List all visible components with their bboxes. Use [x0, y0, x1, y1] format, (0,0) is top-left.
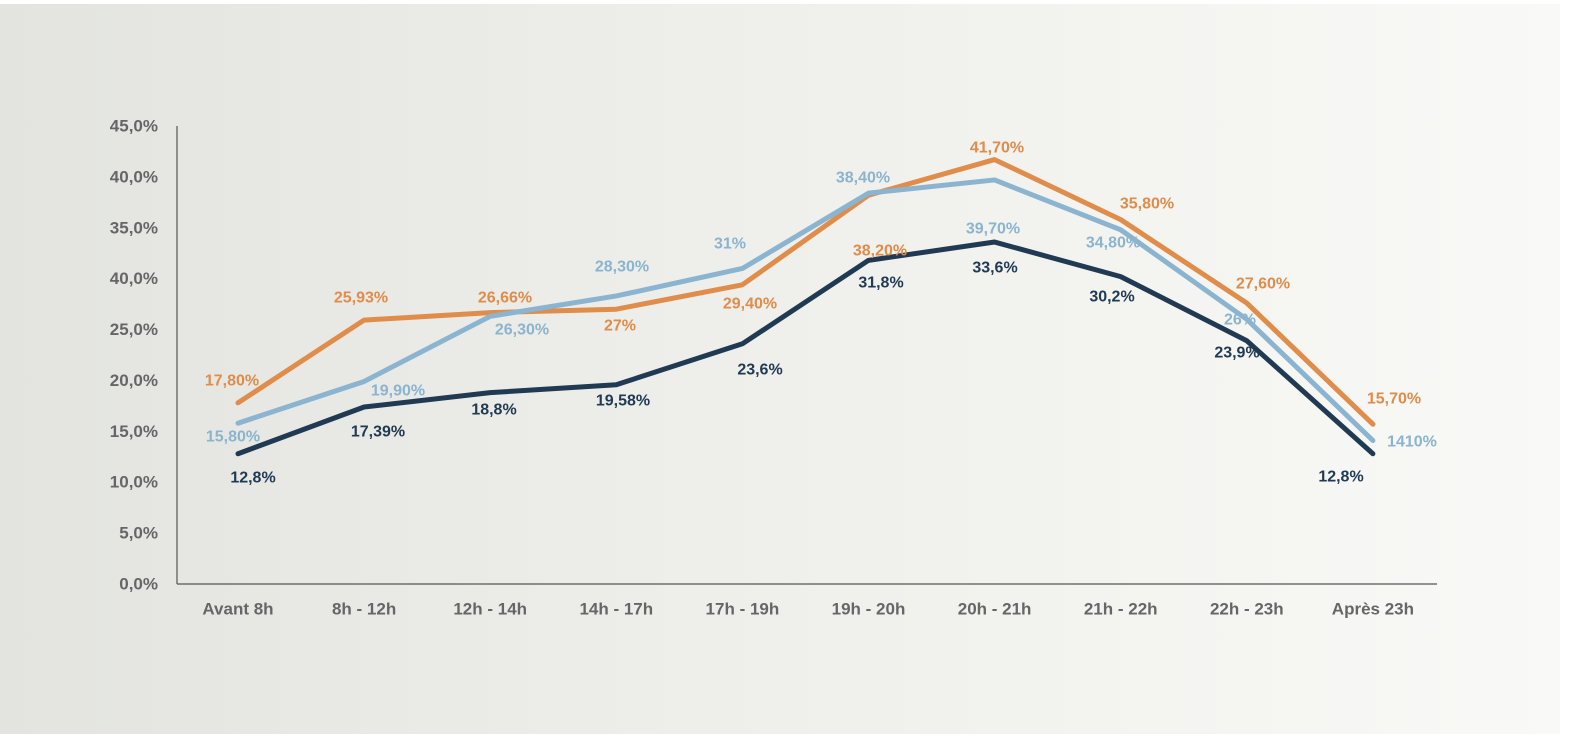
series-line-1: [235, 177, 1376, 443]
y-tick-label: 20,0%: [110, 371, 158, 390]
data-label: 15,80%: [206, 429, 260, 446]
data-label: 26,30%: [495, 322, 549, 339]
y-tick-label: 35,0%: [110, 218, 158, 237]
x-tick-label: 19h - 20h: [832, 600, 906, 619]
x-tick-label: 20h - 21h: [958, 600, 1032, 619]
y-tick-label: 5,0%: [119, 524, 158, 543]
data-label: 17,80%: [205, 373, 259, 390]
data-label: 15,70%: [1367, 391, 1421, 408]
series-line-0: [235, 157, 1376, 427]
data-label: 23,9%: [1214, 345, 1259, 362]
data-label: 30,2%: [1089, 289, 1134, 306]
data-label: 31,8%: [858, 275, 903, 292]
y-tick-label: 0,0%: [119, 575, 158, 594]
y-tick-label: 40,0%: [110, 167, 158, 186]
data-label: 31%: [714, 236, 746, 253]
data-label: 33,6%: [972, 260, 1017, 277]
data-labels: 17,80% 25,93% 26,66% 27% 29,40% 38,20% 41,70% 3…: [205, 140, 1437, 487]
data-label: 38,20%: [853, 243, 907, 260]
data-label: 29,40%: [723, 296, 777, 313]
y-tick-label: 40,0%: [110, 269, 158, 288]
data-label: 35,80%: [1120, 196, 1174, 213]
x-tick-label: 14h - 17h: [579, 600, 653, 619]
data-label: 19,90%: [371, 383, 425, 400]
data-label: 12,8%: [230, 470, 275, 487]
data-label: 18,8%: [471, 402, 516, 419]
data-label: 26,66%: [478, 290, 532, 307]
data-label: 27%: [604, 318, 636, 335]
x-tick-label: 17h - 19h: [706, 600, 780, 619]
data-label: 23,6%: [737, 362, 782, 379]
series-lines: [235, 157, 1376, 457]
axes: 0,0% 5,0% 10,0% 15,0% 20,0% 25,0% 40,0% 35,0% 40…: [110, 117, 1437, 619]
x-tick-label: 12h - 14h: [453, 600, 527, 619]
x-tick-label: 8h - 12h: [332, 600, 396, 619]
x-tick-label: 22h - 23h: [1210, 600, 1284, 619]
data-label: 27,60%: [1236, 276, 1290, 293]
y-tick-label: 45,0%: [110, 117, 158, 136]
data-label: 25,93%: [334, 290, 388, 307]
data-label: 26%: [1224, 312, 1256, 329]
y-tick-label: 25,0%: [110, 320, 158, 339]
data-label: 17,39%: [351, 424, 405, 441]
data-label: 34,80%: [1086, 235, 1140, 252]
data-label: 12,8%: [1318, 469, 1363, 486]
x-tick-label: Après 23h: [1332, 600, 1414, 619]
data-label: 28,30%: [595, 259, 649, 276]
data-label: 19,58%: [596, 393, 650, 410]
data-label: 38,40%: [836, 170, 890, 187]
x-tick-label: 21h - 22h: [1084, 600, 1158, 619]
series-line-2: [235, 239, 1376, 457]
data-label: 41,70%: [970, 140, 1024, 157]
data-label: 1410%: [1387, 434, 1437, 451]
x-tick-label: Avant 8h: [202, 600, 273, 619]
data-label: 39,70%: [966, 221, 1020, 238]
y-tick-label: 10,0%: [110, 473, 158, 492]
y-tick-label: 15,0%: [110, 422, 158, 441]
